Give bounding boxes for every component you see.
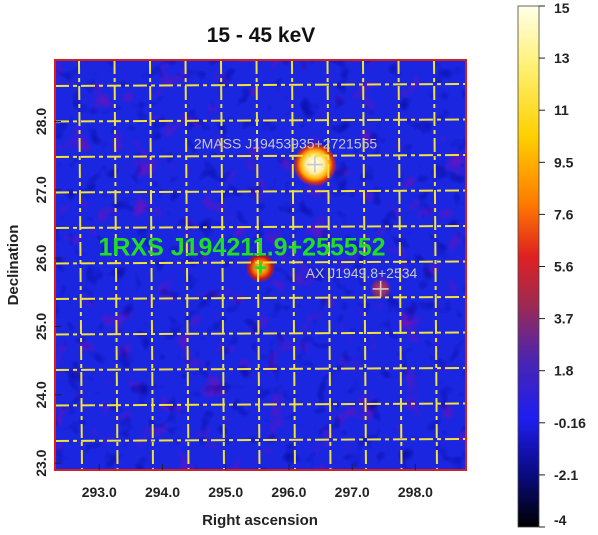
source-marker-2: [372, 280, 389, 297]
grid-line-horizontal: [55, 475, 466, 477]
colorbar-tick-label: 15: [554, 0, 570, 16]
grid-line-horizontal: [55, 402, 466, 407]
grid-line-vertical: [291, 60, 296, 470]
colorbar-tick-label: -4: [554, 512, 567, 528]
source-marker-1: [306, 156, 323, 173]
grid-line-vertical: [149, 60, 154, 470]
source-marker-0: [254, 261, 267, 274]
x-tick-label: 294.0: [145, 484, 180, 500]
y-tick-label: 28.0: [33, 108, 49, 135]
x-tick-label: 293.0: [82, 484, 117, 500]
source-label-1: 2MASS J19453935+2721555: [194, 136, 378, 152]
grid-line-vertical: [184, 60, 190, 470]
grid-line-horizontal: [55, 154, 466, 158]
y-tick-label: 23.0: [33, 449, 49, 476]
colorbar-tick-label: 1.8: [554, 363, 574, 379]
chart-title: 15 - 45 keV: [207, 24, 316, 47]
grid-line-horizontal: [55, 225, 466, 229]
colorbar-tick-label: 5.6: [554, 259, 574, 275]
x-axis-label: Right ascension: [202, 512, 318, 529]
grid-line-horizontal: [55, 189, 466, 194]
grid-line-horizontal: [55, 296, 466, 300]
x-tick-label: 296.0: [271, 484, 306, 500]
grid-line-vertical: [470, 60, 473, 470]
colorbar-tick-label: 9.5: [554, 154, 574, 170]
grid-line-vertical: [397, 60, 403, 470]
grid-line-vertical: [362, 60, 367, 470]
grid-line-horizontal: [55, 367, 466, 371]
y-tick-label: 24.0: [33, 381, 49, 408]
x-tick-label: 295.0: [208, 484, 243, 500]
x-tick-label: 298.0: [398, 484, 433, 500]
grid-line-horizontal: [55, 331, 466, 336]
colorbar-tick-label: 3.7: [554, 311, 574, 327]
colorbar-tick-label: -2.1: [554, 467, 578, 483]
source-label-2: AX J1949.8+2534: [306, 265, 418, 281]
colorbar-tick-label: 13: [554, 50, 570, 66]
grid-line-vertical: [255, 60, 261, 470]
grid-line-horizontal: [55, 260, 466, 265]
source-label-0: 1RXS J194211.9+255552: [99, 234, 386, 262]
colorbar-tick-label: 7.6: [554, 206, 574, 222]
grid-line-horizontal: [55, 83, 466, 87]
grid-line-horizontal: [55, 118, 466, 123]
grid-line-vertical: [113, 60, 119, 470]
colorbar-tick-label: -0.16: [554, 415, 586, 431]
grid-line-vertical: [220, 60, 225, 470]
x-tick-label: 297.0: [335, 484, 370, 500]
grid-line-vertical: [433, 60, 438, 470]
y-tick-label: 27.0: [33, 176, 49, 203]
grid-line-vertical: [326, 60, 332, 470]
heatmap-plot: [55, 60, 473, 477]
plot-frame: [54, 59, 467, 471]
y-axis-label: Declination: [5, 225, 22, 306]
grid-line-vertical: [78, 60, 83, 470]
y-tick-label: 25.0: [33, 313, 49, 340]
colorbar: [517, 5, 540, 528]
y-tick-label: 26.0: [33, 244, 49, 271]
grid-line-horizontal: [55, 438, 466, 442]
colorbar-tick-label: 11: [554, 102, 569, 118]
